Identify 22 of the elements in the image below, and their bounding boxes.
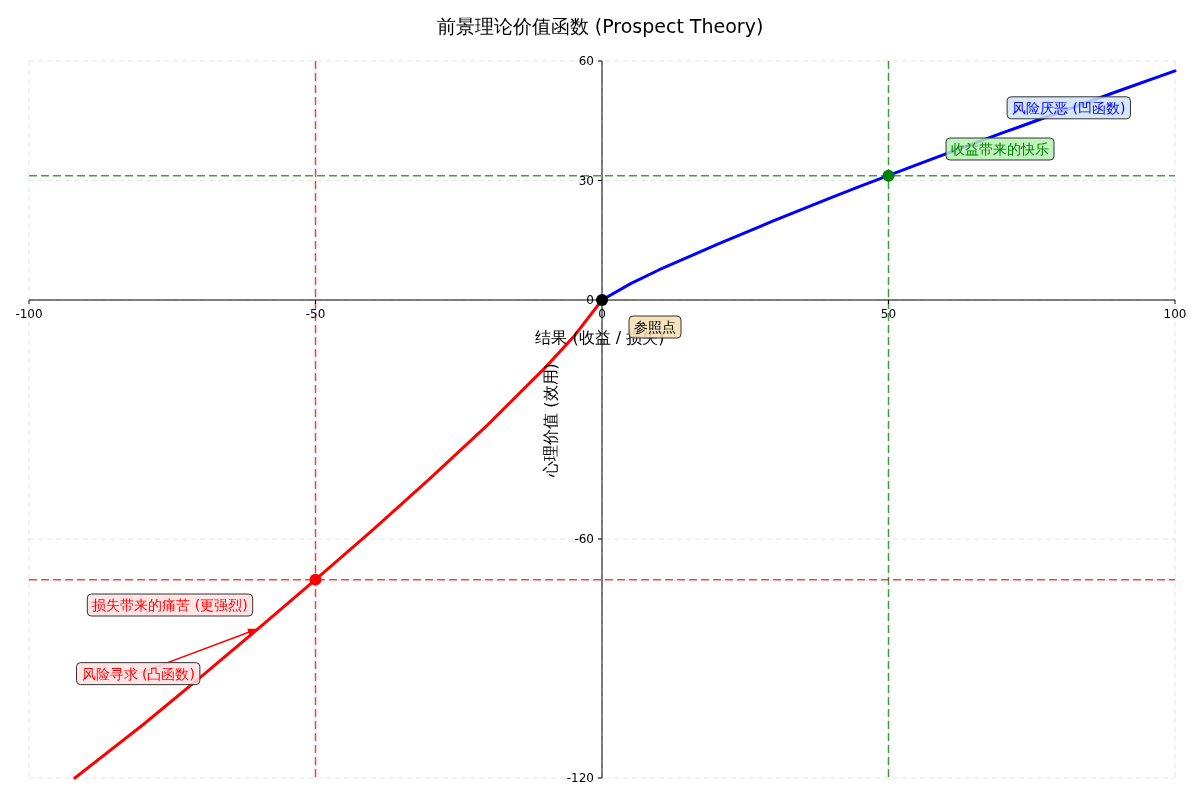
point <box>596 294 608 306</box>
point <box>882 169 895 182</box>
annotation: 风险寻求 (凸函数) <box>76 628 259 686</box>
y-tick-label: 60 <box>578 54 594 68</box>
point <box>309 573 322 586</box>
x-tick-label: 50 <box>880 307 897 321</box>
annotation: 收益带来的快乐 <box>951 141 1049 157</box>
y-axis-title: 心理价值 (效用) <box>541 363 560 478</box>
y-tick-label: 0 <box>586 293 594 307</box>
x-tick-label: -100 <box>15 307 43 321</box>
chart-title: 前景理论价值函数 (Prospect Theory) <box>436 15 764 37</box>
annotation: 损失带来的痛苦 (更强烈) <box>86 593 254 617</box>
y-tick-label: 30 <box>578 173 594 188</box>
annotation: 收益带来的快乐 <box>945 137 1055 161</box>
x-tick-label: -50 <box>305 307 326 321</box>
y-tick-label: -60 <box>574 532 594 546</box>
annotation: 损失带来的痛苦 (更强烈) <box>92 597 248 613</box>
x-tick-label: 100 <box>1163 307 1187 321</box>
annotation: 风险厌恶 (凹函数) <box>1012 99 1126 116</box>
annotation: 风险寻求 (凸函数) <box>81 665 195 682</box>
y-tick-label: -120 <box>566 771 594 785</box>
x-tick-label: 0 <box>598 307 606 321</box>
